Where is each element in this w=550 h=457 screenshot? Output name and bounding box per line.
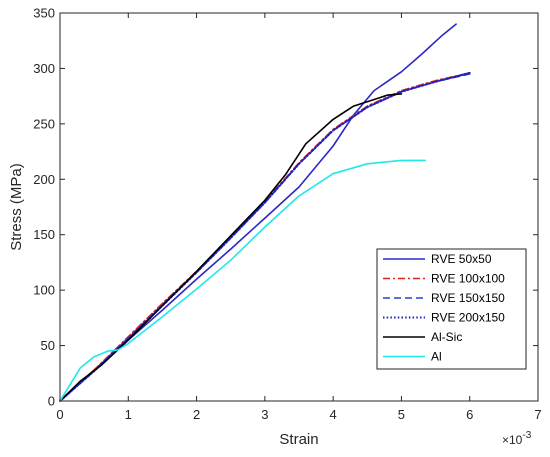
x-tick-label: 5 [398, 407, 405, 422]
y-tick-label: 300 [33, 61, 55, 76]
y-axis-label: Stress (MPa) [8, 163, 25, 251]
series-line-5 [59, 159, 427, 402]
x-tick-label: 7 [534, 407, 541, 422]
x-tick-label: 2 [193, 407, 200, 422]
axes-box [59, 12, 539, 402]
y-tick-label: 250 [33, 116, 55, 131]
x-tick-label: 3 [261, 407, 268, 422]
x-exponent-power: -3 [522, 430, 531, 441]
series-line-4 [59, 93, 403, 402]
x-tick-label: 0 [56, 407, 63, 422]
x-axis-label: Strain [279, 431, 318, 448]
x-exponent-base: ×10 [502, 433, 523, 447]
x-tick-label: 6 [466, 407, 473, 422]
y-tick-label: 150 [33, 227, 55, 242]
legend-box [376, 248, 527, 370]
x-tick-label: 4 [330, 407, 337, 422]
axes-layer: 0 1 2 3 4 5 6 7 0 50 100 150 200 250 300 350 [33, 6, 541, 423]
legend-label-2: RVE 150x150 [431, 291, 505, 305]
series-layer [59, 23, 471, 402]
legend-label-4: Al-Sic [431, 330, 462, 344]
y-tick-label: 200 [33, 172, 55, 187]
x-exponent-label: ×10-3 [502, 430, 532, 447]
legend-label-0: RVE 50x50 [431, 252, 492, 266]
y-tick-label: 100 [33, 283, 55, 298]
legend: RVE 50x50 RVE 100x100 RVE 150x150 RVE 200x1… [376, 248, 527, 370]
legend-label-5: Al [431, 350, 442, 364]
y-tick-label: 0 [48, 394, 55, 409]
y-tick-label: 50 [41, 338, 55, 353]
legend-label-3: RVE 200x150 [431, 311, 505, 325]
x-tick-label: 1 [125, 407, 132, 422]
y-tick-label: 350 [33, 6, 55, 21]
legend-label-1: RVE 100x100 [431, 272, 505, 286]
series-line-0 [59, 23, 457, 402]
